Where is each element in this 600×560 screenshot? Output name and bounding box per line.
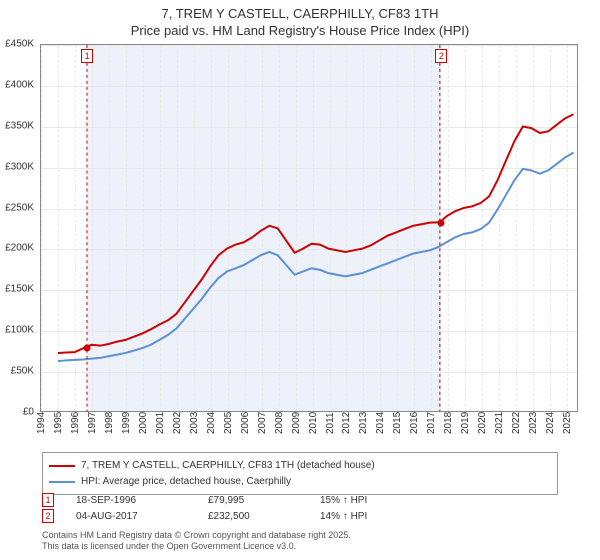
x-tick-label: 2024 bbox=[545, 412, 556, 434]
x-tick-label: 2002 bbox=[172, 412, 183, 434]
sale-row: 1 18-SEP-1996 £79,995 15% ↑ HPI bbox=[42, 492, 558, 508]
x-tick-label: 2008 bbox=[274, 412, 285, 434]
copyright-line1: Contains HM Land Registry data © Crown c… bbox=[42, 530, 558, 541]
y-tick-label: £450K bbox=[5, 39, 34, 50]
y-tick-label: £300K bbox=[5, 161, 34, 172]
sale-price: £79,995 bbox=[208, 495, 298, 506]
sale-row: 2 04-AUG-2017 £232,500 14% ↑ HPI bbox=[42, 508, 558, 524]
x-tick-label: 2012 bbox=[341, 412, 352, 434]
x-tick-label: 2007 bbox=[257, 412, 268, 434]
x-tick-label: 2003 bbox=[189, 412, 200, 434]
plot-area: 12 bbox=[40, 44, 578, 412]
sale-marker-box: 2 bbox=[42, 509, 54, 523]
y-tick-label: £150K bbox=[5, 284, 34, 295]
x-tick-label: 2015 bbox=[392, 412, 403, 434]
marker-dot bbox=[84, 344, 91, 351]
plot-background: 12 bbox=[41, 45, 577, 411]
y-axis-labels: £0£50K£100K£150K£200K£250K£300K£350K£400… bbox=[0, 44, 38, 412]
x-tick-label: 1995 bbox=[53, 412, 64, 434]
legend-label: HPI: Average price, detached house, Caer… bbox=[81, 474, 291, 489]
x-tick-label: 2023 bbox=[528, 412, 539, 434]
x-tick-label: 1998 bbox=[104, 412, 115, 434]
sale-date: 04-AUG-2017 bbox=[76, 511, 186, 522]
sale-hpi: 15% ↑ HPI bbox=[320, 495, 367, 506]
sale-marker-box: 1 bbox=[42, 493, 54, 507]
sale-price: £232,500 bbox=[208, 511, 298, 522]
x-tick-label: 2001 bbox=[155, 412, 166, 434]
sales-rows: 1 18-SEP-1996 £79,995 15% ↑ HPI 2 04-AUG-2017… bbox=[42, 492, 558, 524]
x-tick-label: 2025 bbox=[562, 412, 573, 434]
x-tick-label: 1994 bbox=[36, 412, 47, 434]
x-tick-label: 2004 bbox=[206, 412, 217, 434]
legend-swatch bbox=[49, 465, 75, 467]
x-tick-label: 2017 bbox=[426, 412, 437, 434]
x-tick-label: 2009 bbox=[291, 412, 302, 434]
y-tick-label: £350K bbox=[5, 120, 34, 131]
y-tick-label: £50K bbox=[11, 366, 34, 377]
legend-row: HPI: Average price, detached house, Caer… bbox=[49, 474, 551, 489]
legend-row: 7, TREM Y CASTELL, CAERPHILLY, CF83 1TH … bbox=[49, 458, 551, 473]
x-tick-label: 2011 bbox=[325, 412, 336, 434]
x-tick-label: 2022 bbox=[511, 412, 522, 434]
x-tick-label: 2020 bbox=[477, 412, 488, 434]
series-line bbox=[58, 114, 574, 353]
x-tick-label: 1999 bbox=[121, 412, 132, 434]
x-tick-label: 2014 bbox=[375, 412, 386, 434]
x-axis-labels: 1994199519961997199819992000200120022003… bbox=[40, 414, 578, 456]
marker-dot bbox=[438, 219, 445, 226]
x-tick-label: 2018 bbox=[443, 412, 454, 434]
x-tick-label: 2005 bbox=[223, 412, 234, 434]
x-tick-label: 1997 bbox=[87, 412, 98, 434]
x-tick-label: 2000 bbox=[138, 412, 149, 434]
y-tick-label: £0 bbox=[23, 407, 34, 418]
y-tick-label: £100K bbox=[5, 325, 34, 336]
marker-box: 1 bbox=[81, 49, 93, 63]
sale-hpi: 14% ↑ HPI bbox=[320, 511, 367, 522]
title-block: 7, TREM Y CASTELL, CAERPHILLY, CF83 1TH … bbox=[0, 0, 600, 40]
y-tick-label: £250K bbox=[5, 202, 34, 213]
title-line2: Price paid vs. HM Land Registry's House … bbox=[0, 23, 600, 40]
sale-date: 18-SEP-1996 bbox=[76, 495, 186, 506]
line-series-svg bbox=[41, 45, 577, 412]
chart-container: 7, TREM Y CASTELL, CAERPHILLY, CF83 1TH … bbox=[0, 0, 600, 560]
x-tick-label: 2010 bbox=[308, 412, 319, 434]
marker-box: 2 bbox=[435, 49, 447, 63]
x-tick-label: 2006 bbox=[240, 412, 251, 434]
x-tick-label: 2013 bbox=[358, 412, 369, 434]
y-tick-label: £400K bbox=[5, 79, 34, 90]
x-tick-label: 2016 bbox=[409, 412, 420, 434]
legend-swatch bbox=[49, 481, 75, 483]
y-tick-label: £200K bbox=[5, 243, 34, 254]
copyright: Contains HM Land Registry data © Crown c… bbox=[42, 530, 558, 552]
x-tick-label: 2021 bbox=[494, 412, 505, 434]
legend: 7, TREM Y CASTELL, CAERPHILLY, CF83 1TH … bbox=[42, 452, 558, 495]
x-tick-label: 2019 bbox=[460, 412, 471, 434]
copyright-line2: This data is licensed under the Open Gov… bbox=[42, 541, 558, 552]
title-line1: 7, TREM Y CASTELL, CAERPHILLY, CF83 1TH bbox=[0, 6, 600, 23]
x-tick-label: 1996 bbox=[70, 412, 81, 434]
legend-label: 7, TREM Y CASTELL, CAERPHILLY, CF83 1TH … bbox=[81, 458, 375, 473]
